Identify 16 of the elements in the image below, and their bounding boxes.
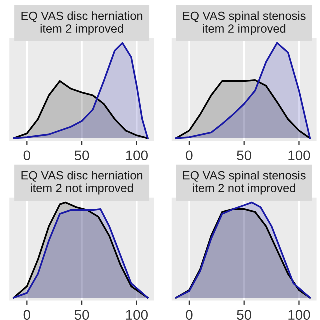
x-tick-label: 0 (186, 150, 193, 161)
chart-title: EQ VAS spinal stenosis item 2 not improved (183, 171, 306, 195)
chart-title: EQ VAS disc herniation item 2 not improved (22, 171, 143, 195)
x-tick-label: 0 (186, 310, 193, 320)
x-tick-label: 100 (126, 150, 148, 161)
x-tick-label: 100 (288, 150, 310, 161)
x-tick-label: 50 (74, 310, 90, 320)
chart-title: EQ VAS spinal stenosis item 2 improved (183, 12, 306, 36)
x-tick-label: 100 (126, 310, 148, 320)
x-tick-label: 50 (237, 150, 252, 161)
x-tick-label: 50 (74, 150, 90, 161)
x-tick-label: 50 (237, 310, 252, 320)
x-tick-label: 0 (24, 310, 30, 320)
chart-title: EQ VAS disc herniation item 2 improved (22, 12, 143, 36)
x-tick-label: 100 (288, 310, 310, 320)
x-tick-label: 0 (24, 150, 30, 161)
